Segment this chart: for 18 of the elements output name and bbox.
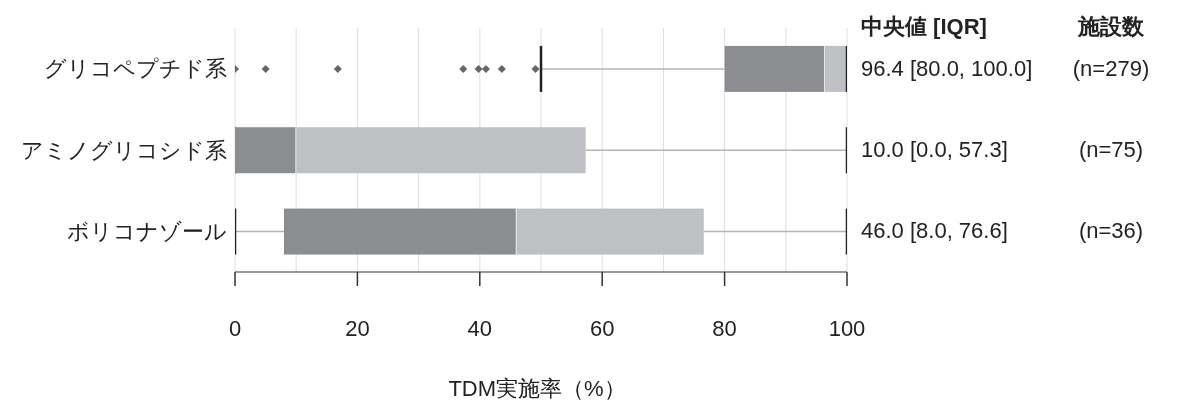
x-tick-label: 40: [467, 316, 493, 341]
y-tick-label: ボリコナゾール: [67, 219, 227, 245]
text: (n=36): [1077, 218, 1145, 245]
text: 中央値 [IQR]: [861, 13, 987, 41]
x-tick-label: 0: [228, 316, 242, 341]
y-tick-label: グリコペプチド系: [44, 56, 227, 82]
text: (n=279): [1071, 55, 1151, 82]
text: 46.0 [8.0, 76.6]: [861, 218, 1008, 244]
text: 施設数: [1076, 13, 1145, 41]
x-tick-label: 20: [345, 316, 370, 341]
x-tick-label: 80: [712, 316, 737, 341]
text: 10.0 [0.0, 57.3]: [861, 137, 1008, 162]
x-tick-label: 100: [828, 316, 866, 341]
y-tick-label: アミノグリコシド系: [21, 137, 227, 163]
x-axis-title: TDM実施率（%）: [447, 375, 627, 403]
x-tick-label: 60: [589, 316, 615, 341]
text: (n=75): [1077, 137, 1145, 163]
text: 96.4 [80.0, 100.0]: [861, 55, 1033, 81]
